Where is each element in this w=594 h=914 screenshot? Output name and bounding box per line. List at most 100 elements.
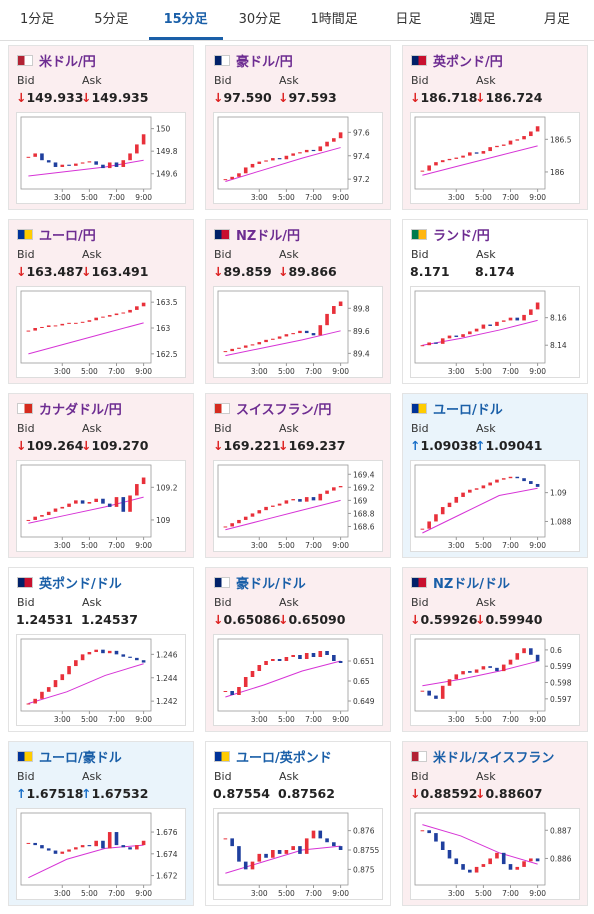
candle [271,338,275,340]
candle [121,497,126,512]
plot-frame [414,638,546,712]
candle [440,160,445,163]
candle [284,155,289,160]
mini-chart: 97.6 97.4 97.2 3:00 5:00 7:00 9:00 [213,112,383,204]
pair-title[interactable]: スイスフラン/円 [236,403,332,418]
x-tick-label: 5:00 [81,193,98,202]
mini-chart: 163.5 163 162.5 3:00 5:00 7:00 9:00 [16,286,186,378]
ask-value: ↓0.59940 [475,612,543,627]
candle [454,335,459,337]
candle [121,654,126,657]
pair-title[interactable]: カナダドル/円 [39,403,122,418]
y-tick-label: 1.676 [156,828,178,837]
x-tick-label: 3:00 [54,367,71,376]
plot-frame [414,116,546,190]
chart-svg: 1.246 1.244 1.242 3:00 5:00 7:00 9:00 [20,638,178,724]
candle [141,134,146,145]
candle [80,162,85,164]
timeframe-tab[interactable]: 1時間足 [310,12,358,27]
rate-card: ユーロ/豪ドル Bid Ask ↑1.67518 ↑1.67532 1.676 1.674 1… [8,741,194,906]
candle [114,832,119,846]
timeframe-tab[interactable]: 週足 [469,12,496,27]
candle [277,503,282,506]
pair-title[interactable]: ユーロ/英ポンド [236,751,332,766]
y-tick-label: 0.599 [550,662,572,671]
x-tick-label: 9:00 [135,889,152,898]
mini-chart: 8.16 8.14 3:00 5:00 7:00 9:00 [410,286,580,378]
candle [60,506,65,509]
ask-label: Ask [279,596,299,609]
candle [515,139,520,141]
timeframe-tab[interactable]: 5分足 [94,12,129,27]
x-tick-label: 3:00 [251,889,268,898]
y-tick-label: 168.8 [353,509,375,518]
timeframe-tab[interactable]: 日足 [395,12,422,27]
rate-card: 豪ドル/ドル Bid Ask ↓0.65086 ↓0.65090 0.651 0.65 0.6… [205,567,391,732]
pair-title[interactable]: NZドル/ドル [433,577,511,592]
x-tick-label: 7:00 [305,889,322,898]
timeframe-tab[interactable]: 月足 [543,12,570,27]
candle [304,330,309,334]
bid-value: ↑1.67518 [16,786,84,801]
pair-title[interactable]: 英ポンド/ドル [39,577,122,592]
pair-title[interactable]: ユーロ/豪ドル [39,751,122,766]
ask-label: Ask [279,74,299,87]
candle [33,516,37,520]
bid-label: Bid [17,248,35,261]
timeframe-tab[interactable]: 1分足 [19,12,55,27]
bid-value: ↓149.933 [16,90,84,105]
candle [114,313,119,316]
candle [447,158,452,161]
candle [80,654,85,661]
pair-title[interactable]: ユーロ/円 [39,229,96,244]
candle [338,486,343,488]
timeframe-tab[interactable]: 15分足 [148,0,223,40]
pair-title[interactable]: 豪ドル/円 [236,55,293,70]
candle [488,858,492,865]
rate-card: スイスフラン/円 Bid Ask ↓169.221 ↓169.237 169.4 169.2… [205,393,391,558]
pair-title[interactable]: 豪ドル/ドル [236,577,306,592]
pair-title[interactable]: ランド/円 [433,229,490,244]
candle [311,653,316,657]
candle [101,316,105,318]
x-tick-label: 5:00 [475,367,492,376]
x-tick-label: 9:00 [529,193,546,202]
bid-value: 0.87554 [213,786,270,801]
candle [474,488,479,490]
chart-svg: 0.876 0.8755 0.875 3:00 5:00 7:00 9:00 [217,812,379,898]
pair-title[interactable]: 英ポンド/円 [433,55,503,70]
candle [141,477,146,485]
y-tick-label: 163 [156,324,171,333]
pair-title[interactable]: ユーロ/ドル [433,403,503,418]
bid-value: ↓0.88592 [410,786,478,801]
candle [60,851,65,854]
candle [488,147,492,152]
candle [40,515,44,517]
candle [46,848,51,851]
candle [454,157,459,159]
candle [80,321,85,323]
timeframe-tab[interactable]: 30分足 [238,12,282,27]
x-tick-label: 3:00 [54,541,71,550]
candle [94,161,98,165]
x-tick-label: 5:00 [278,367,295,376]
candle [522,861,526,867]
candle [135,845,139,850]
candle [67,322,71,324]
bid-label: Bid [214,74,232,87]
pair-title[interactable]: 米ドル/スイスフラン [433,751,555,766]
candle [277,158,282,160]
pair-title[interactable]: 米ドル/円 [39,55,96,70]
x-tick-label: 9:00 [529,889,546,898]
candle [250,163,255,168]
candle [33,328,37,331]
x-tick-label: 9:00 [332,367,349,376]
candle [495,667,499,672]
ask-value: ↑1.09041 [475,438,543,453]
y-tick-label: 149.8 [156,147,178,156]
candle [237,173,241,177]
y-tick-label: 162.5 [156,350,178,359]
flag-icon [411,403,427,414]
candle [454,496,459,503]
pair-title[interactable]: NZドル/円 [236,229,301,244]
